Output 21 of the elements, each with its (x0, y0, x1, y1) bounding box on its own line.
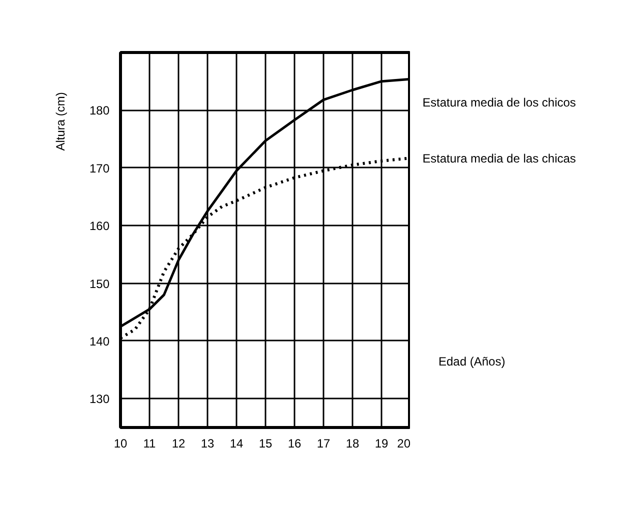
series-label: Estatura media de los chicos (422, 95, 576, 110)
x-tick-label: 12 (172, 436, 186, 450)
x-tick-label: 15 (258, 436, 272, 450)
x-tick-label: 16 (288, 436, 302, 450)
y-tick-label: 140 (89, 334, 110, 348)
x-axis-title: Edad (Años) (438, 354, 506, 369)
x-tick-label: 11 (143, 436, 156, 450)
y-tick-label: 170 (89, 161, 110, 176)
x-tick-label: 17 (316, 436, 330, 450)
x-tick-label: 19 (374, 436, 388, 450)
y-tick-label: 130 (89, 392, 110, 406)
series-label: Estatura media de las chicas (422, 151, 576, 166)
x-tick-label: 20 (397, 436, 411, 450)
x-tick-label: 13 (200, 436, 214, 450)
x-tick-label: 10 (114, 436, 128, 450)
x-tick-label: 14 (230, 436, 244, 450)
y-tick-label: 180 (89, 104, 110, 118)
x-tick-label: 18 (346, 436, 360, 450)
y-tick-label: 150 (89, 276, 110, 291)
y-tick-label: 160 (89, 219, 110, 234)
y-axis-title: Altura (cm) (54, 92, 68, 151)
